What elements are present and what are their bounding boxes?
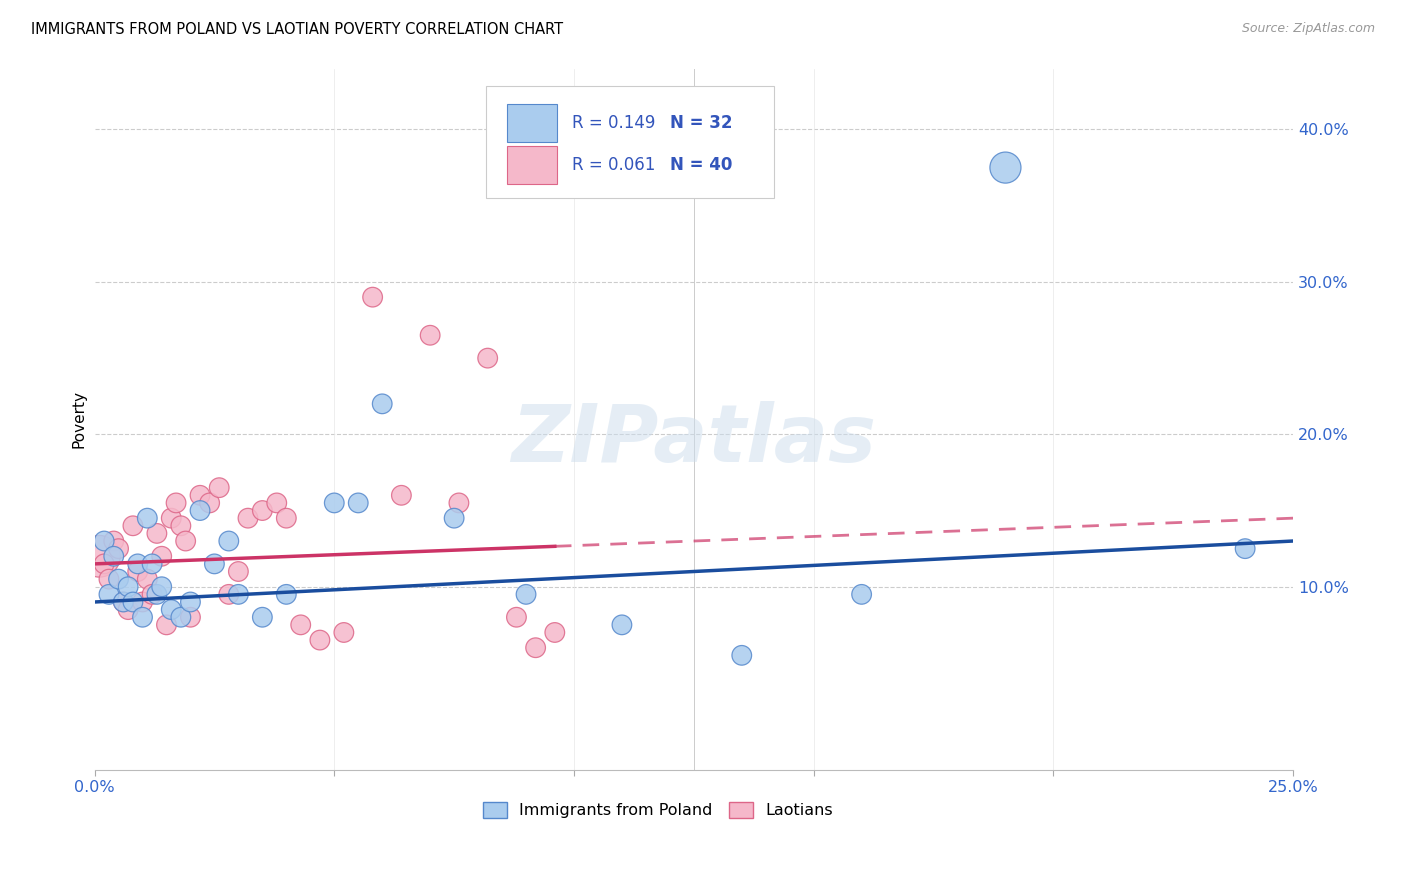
Point: [252, 503, 274, 517]
Point: [174, 534, 197, 549]
Point: [117, 602, 139, 616]
Point: [136, 572, 159, 586]
Point: [160, 602, 183, 616]
Point: [103, 549, 125, 564]
Point: [419, 328, 441, 343]
Point: [179, 610, 201, 624]
Y-axis label: Poverty: Poverty: [72, 390, 86, 448]
Point: [107, 572, 129, 586]
Point: [117, 580, 139, 594]
Point: [127, 557, 149, 571]
Point: [150, 549, 173, 564]
Text: ZIPatlas: ZIPatlas: [512, 401, 876, 479]
FancyBboxPatch shape: [506, 145, 557, 185]
Point: [103, 534, 125, 549]
Point: [165, 496, 187, 510]
Point: [252, 610, 274, 624]
Point: [146, 526, 169, 541]
Point: [97, 572, 120, 586]
Point: [333, 625, 356, 640]
Point: [236, 511, 259, 525]
Point: [188, 488, 211, 502]
Point: [994, 161, 1017, 175]
Point: [122, 595, 145, 609]
Text: N = 32: N = 32: [669, 114, 733, 132]
Legend: Immigrants from Poland, Laotians: Immigrants from Poland, Laotians: [477, 796, 839, 825]
Point: [347, 496, 370, 510]
Point: [198, 496, 221, 510]
Point: [731, 648, 754, 663]
Point: [131, 610, 153, 624]
Point: [276, 587, 298, 601]
Point: [361, 290, 384, 304]
Point: [218, 534, 240, 549]
Point: [447, 496, 470, 510]
Text: R = 0.061: R = 0.061: [572, 156, 655, 174]
Point: [371, 397, 394, 411]
Point: [524, 640, 547, 655]
FancyBboxPatch shape: [506, 103, 557, 142]
Point: [515, 587, 537, 601]
Point: [112, 595, 135, 609]
Point: [141, 557, 163, 571]
Text: R = 0.149: R = 0.149: [572, 114, 655, 132]
Point: [309, 633, 332, 648]
Point: [97, 587, 120, 601]
Point: [443, 511, 465, 525]
Point: [544, 625, 567, 640]
Point: [93, 557, 115, 571]
Point: [131, 595, 153, 609]
Point: [127, 565, 149, 579]
Point: [389, 488, 412, 502]
Point: [136, 511, 159, 525]
Point: [141, 587, 163, 601]
Point: [107, 541, 129, 556]
Text: N = 40: N = 40: [669, 156, 733, 174]
Text: IMMIGRANTS FROM POLAND VS LAOTIAN POVERTY CORRELATION CHART: IMMIGRANTS FROM POLAND VS LAOTIAN POVERT…: [31, 22, 562, 37]
Point: [610, 618, 633, 632]
Point: [160, 511, 183, 525]
Point: [170, 518, 193, 533]
Point: [188, 503, 211, 517]
Point: [122, 518, 145, 533]
Point: [170, 610, 193, 624]
Point: [146, 587, 169, 601]
Point: [218, 587, 240, 601]
Point: [112, 595, 135, 609]
Point: [228, 565, 250, 579]
Point: [93, 534, 115, 549]
Point: [266, 496, 288, 510]
Point: [323, 496, 346, 510]
Point: [505, 610, 527, 624]
Point: [204, 557, 226, 571]
Point: [89, 549, 111, 564]
Point: [477, 351, 499, 365]
Point: [228, 587, 250, 601]
Point: [1234, 541, 1257, 556]
Point: [290, 618, 312, 632]
Point: [208, 481, 231, 495]
FancyBboxPatch shape: [486, 86, 775, 198]
Point: [179, 595, 201, 609]
Text: Source: ZipAtlas.com: Source: ZipAtlas.com: [1241, 22, 1375, 36]
Point: [155, 618, 177, 632]
Point: [150, 580, 173, 594]
Point: [276, 511, 298, 525]
Point: [851, 587, 873, 601]
